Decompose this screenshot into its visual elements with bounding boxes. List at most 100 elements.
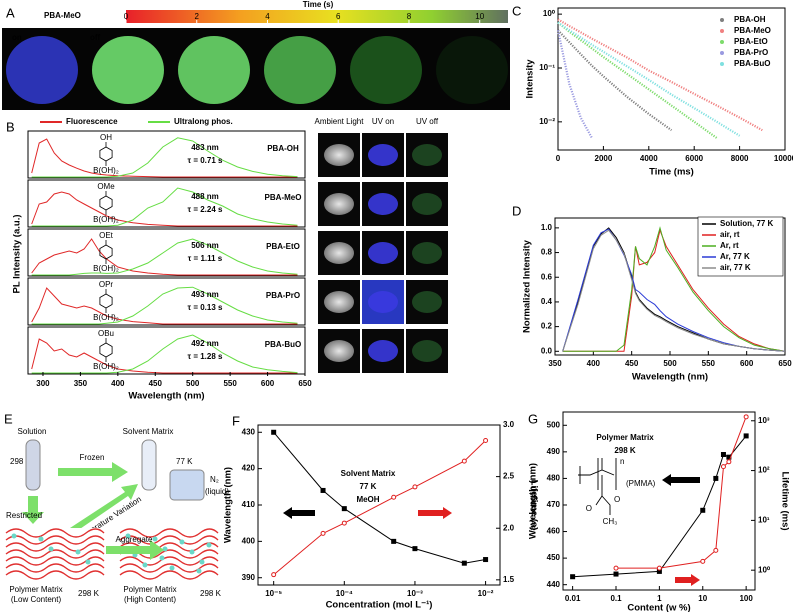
benzene-ring	[99, 293, 113, 309]
fluorescence-curve	[31, 238, 298, 276]
photo-sample	[368, 291, 398, 313]
x-tick-label: 10⁻⁵	[265, 589, 282, 598]
spectrum-frame	[27, 277, 306, 326]
dopant	[142, 562, 148, 568]
spectrum-frame	[27, 130, 306, 179]
x-tick-label: 4000	[640, 154, 658, 163]
data-point	[412, 546, 418, 552]
fluorescence-curve	[31, 287, 298, 325]
boron-group: B(OH)₂	[93, 362, 119, 371]
colorbar-tick-label: 2	[195, 12, 200, 21]
y-tick-label: 400	[242, 536, 256, 545]
x-tick-label: 1	[657, 594, 662, 603]
diagram-label: 77 K	[176, 457, 193, 466]
data-point	[720, 464, 726, 470]
polymer-chain	[5, 528, 105, 538]
lifetime-label: τ = 0.71 s	[188, 156, 223, 165]
substituent: OBu	[98, 329, 114, 338]
colorbar-tick-label: 6	[336, 12, 341, 21]
state-label: off	[90, 33, 101, 42]
dopant	[206, 542, 212, 548]
data-point	[391, 538, 397, 544]
panel-letter: G	[528, 411, 538, 426]
x-tick-label: 450	[149, 379, 163, 388]
x-tick-label: 0.1	[610, 594, 622, 603]
legend-swatch	[720, 62, 724, 66]
x-tick-label: 10⁻⁴	[336, 589, 353, 598]
photo-sample	[6, 36, 78, 104]
dopant	[38, 536, 44, 542]
y-tick-label: 0.4	[541, 297, 553, 306]
legend-swatch	[720, 40, 724, 44]
x-axis-title: Time (ms)	[649, 167, 694, 178]
series-line	[556, 30, 593, 139]
substituent: OPr	[99, 280, 114, 289]
diagram-label: Frozen	[80, 453, 105, 462]
arrow	[106, 540, 164, 560]
x-tick-label: 450	[625, 359, 639, 368]
y-tick-label: 450	[547, 553, 561, 562]
data-point	[700, 507, 706, 513]
photo-sample	[412, 242, 442, 264]
y-tick-label: 420	[242, 464, 256, 473]
annotation: 77 K	[360, 482, 377, 491]
structure-label: n	[620, 457, 624, 466]
legend-label: PBA-EtO	[734, 37, 768, 46]
y-tick-label: 410	[242, 500, 256, 509]
legend-label: Fluorescence	[66, 117, 118, 126]
benzene-ring	[99, 244, 113, 260]
diagram-label: Solvent Matrix	[123, 427, 174, 436]
x-tick-label: 600	[740, 359, 754, 368]
structure-label: O	[614, 495, 620, 504]
diagram-label: Restricted	[6, 511, 42, 520]
dopant	[48, 546, 54, 552]
y-tick-label: 0.0	[541, 346, 553, 355]
x-tick-label: 500	[663, 359, 677, 368]
y-axis-title: PL Intensity (a.u.)	[12, 214, 23, 293]
y-tick-label: 10⁰	[543, 9, 556, 18]
x-tick-label: 350	[74, 379, 88, 388]
photo-sample	[178, 36, 250, 104]
test-tube	[141, 439, 157, 491]
y2-tick-label: 2.5	[503, 472, 515, 481]
legend-swatch	[720, 18, 724, 22]
peak-label: 492 nm	[191, 339, 219, 348]
photo-sample	[436, 36, 508, 104]
legend-label: PBA-PrO	[734, 48, 768, 57]
fluorescence-curve	[31, 138, 298, 178]
photo-sample	[324, 291, 354, 313]
photo-sample	[412, 291, 442, 313]
colorbar	[126, 10, 508, 23]
arrow-body	[291, 510, 315, 516]
arrow-body	[675, 577, 692, 583]
y-axis-title: Intensity	[525, 59, 536, 99]
colorbar-title: Time (s)	[303, 0, 334, 9]
diagram-label: Polymer Matrix (Low Content)	[9, 585, 62, 604]
photo-sample	[264, 36, 336, 104]
photo-header: Ambient Light	[315, 117, 365, 126]
panel-letter: B	[6, 119, 15, 134]
polymer-chain	[5, 563, 105, 573]
x-tick-label: 10⁻²	[478, 589, 494, 598]
peak-label: 483 nm	[191, 143, 219, 152]
y-tick-label: 1.0	[541, 223, 553, 232]
y2-tick-label: 10³	[758, 416, 770, 425]
data-point	[613, 565, 619, 571]
x-tick-label: 350	[548, 359, 562, 368]
x-tick-label: 550	[702, 359, 716, 368]
photo-sample	[412, 193, 442, 215]
y-tick-label: 0.6	[541, 272, 553, 281]
peak-label: 506 nm	[191, 241, 219, 250]
arrow-head	[662, 474, 671, 486]
series-line	[562, 229, 786, 352]
diagram-label: Polymer Matrix (High Content)	[123, 585, 176, 604]
x-tick-label: 650	[298, 379, 312, 388]
y2-tick-label: 10¹	[758, 515, 770, 524]
photo-strip	[2, 28, 510, 110]
colorbar-tick-label: 10	[475, 12, 484, 21]
spectrum-frame	[27, 326, 306, 375]
dopant	[189, 549, 195, 555]
dopant	[11, 533, 17, 539]
polymer-chain	[5, 535, 105, 545]
